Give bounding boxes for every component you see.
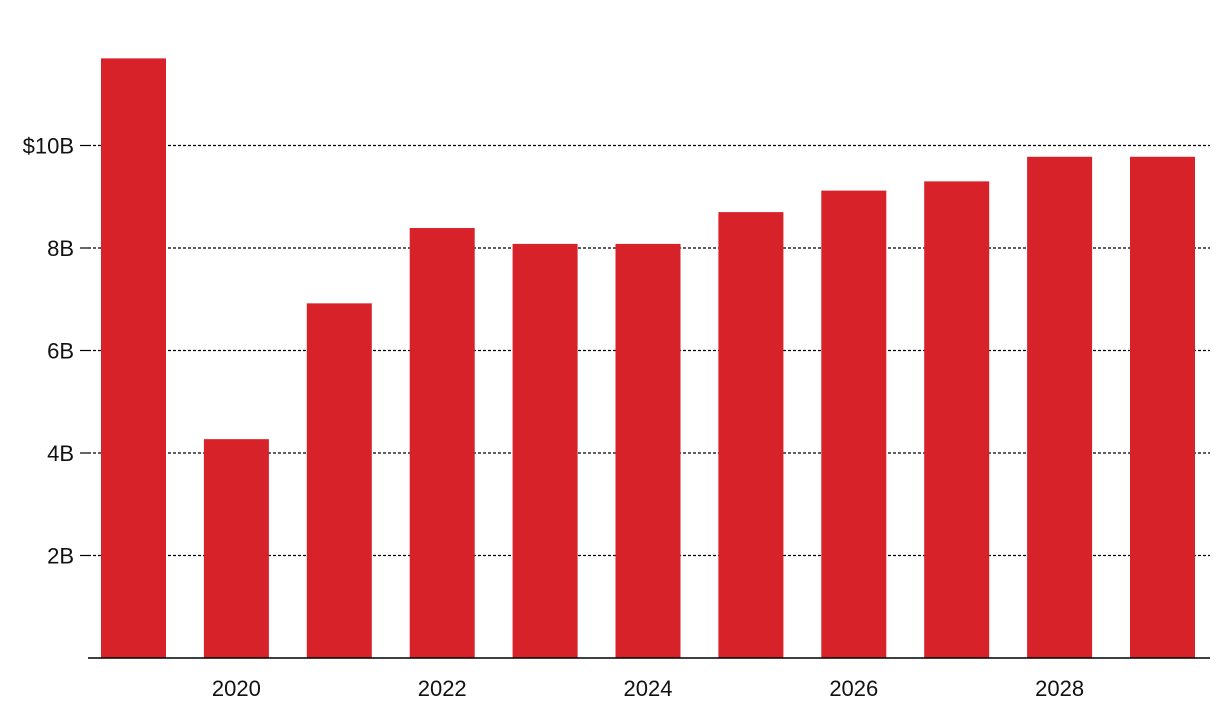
bar-2028 [1027, 156, 1093, 658]
x-axis-ticks: 2020 2022 2024 2026 2028 [212, 676, 1084, 701]
y-tick-label: $10B [23, 134, 74, 159]
bar-2025 [718, 212, 784, 658]
bar-2019 [101, 58, 166, 658]
x-tick-label: 2024 [624, 676, 673, 701]
bar-2021 [306, 303, 372, 658]
x-tick-label: 2028 [1035, 676, 1084, 701]
bar-2023 [512, 243, 578, 658]
bar-2022 [409, 228, 475, 658]
bar-2027 [924, 181, 990, 658]
bar-2024 [615, 243, 681, 658]
bar-2020 [203, 439, 269, 658]
bar-2029 [1130, 156, 1195, 658]
y-tick-label: 2B [47, 544, 74, 569]
x-tick-label: 2020 [212, 676, 261, 701]
bar-2026 [821, 190, 887, 658]
y-tick-label: 6B [47, 339, 74, 364]
x-tick-label: 2022 [418, 676, 467, 701]
bars [101, 58, 1195, 658]
y-tick-label: 8B [47, 236, 74, 261]
y-tick-label: 4B [47, 441, 74, 466]
y-axis-ticks: 2B 4B 6B 8B $10B [23, 134, 88, 569]
x-tick-label: 2026 [829, 676, 878, 701]
